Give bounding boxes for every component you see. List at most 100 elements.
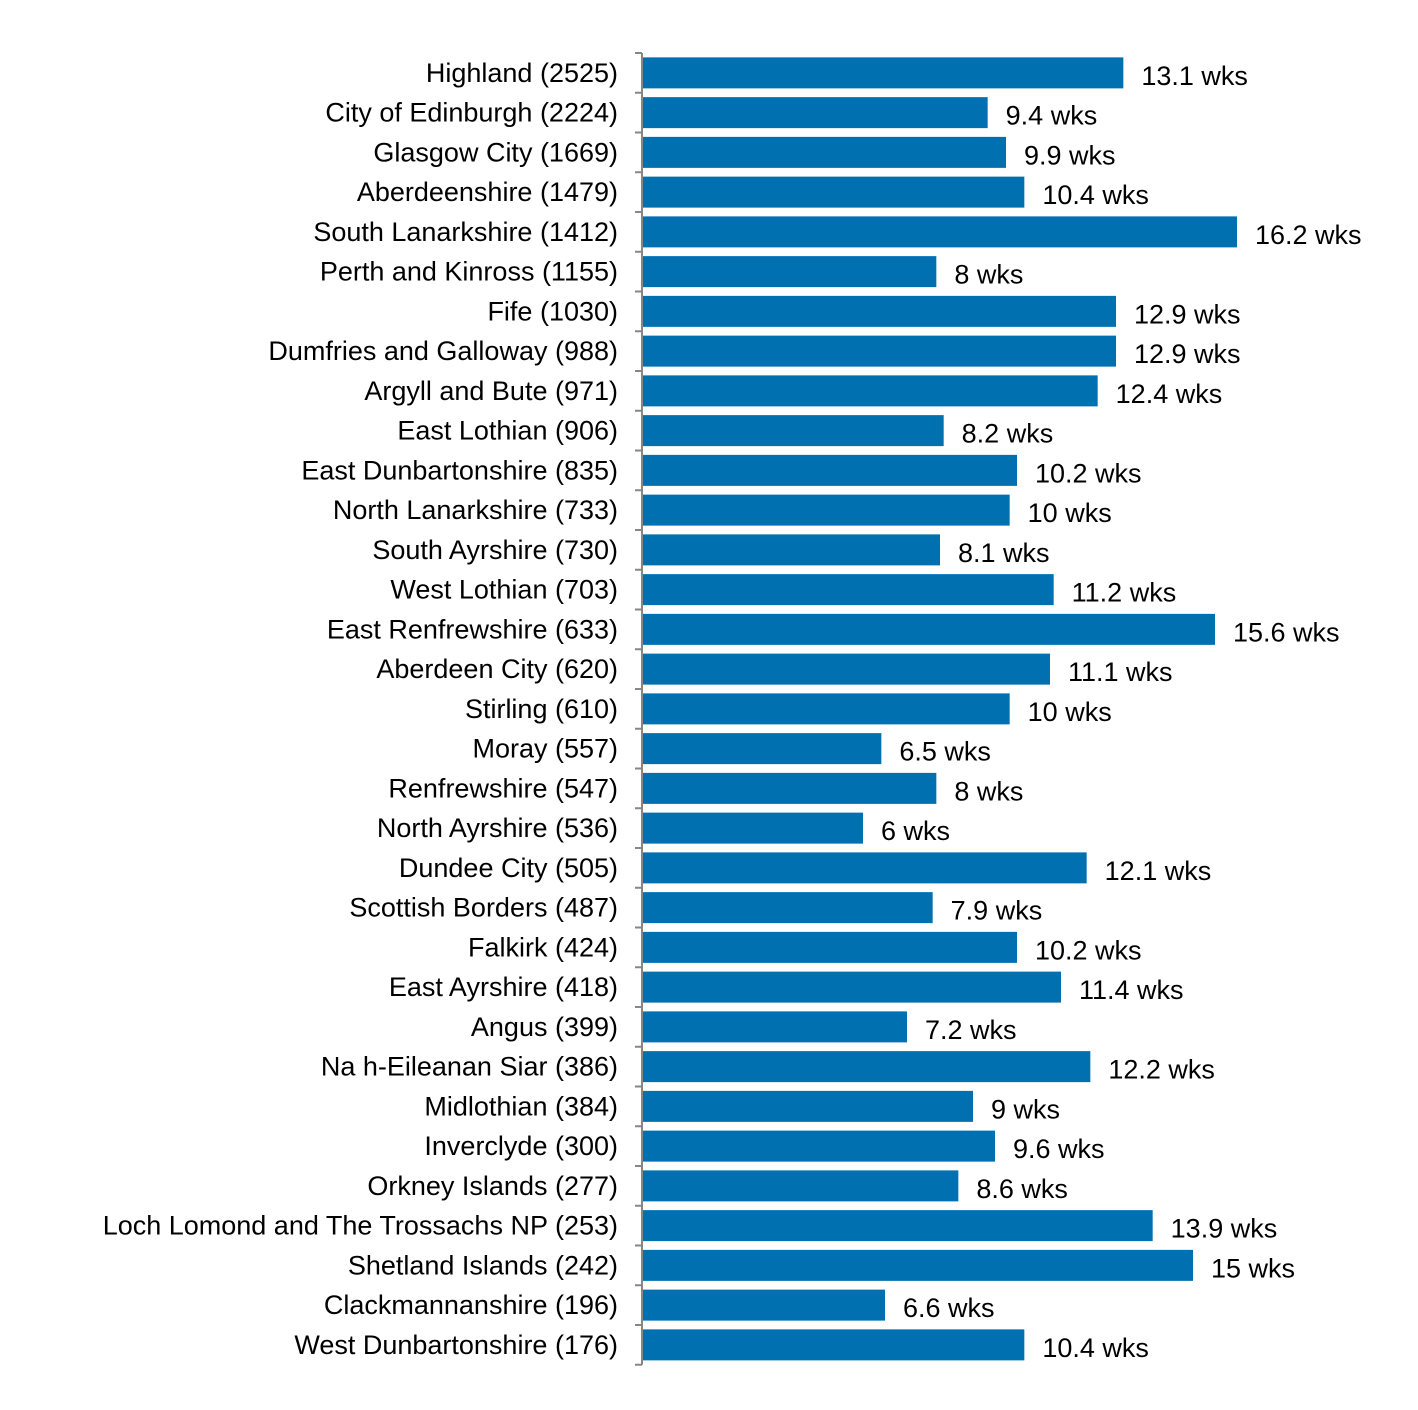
category-label: Na h-Eileanan Siar (386) <box>321 1052 618 1082</box>
category-label: Aberdeen City (620) <box>376 654 618 684</box>
data-label: 10 wks <box>1028 498 1112 528</box>
data-label: 12.9 wks <box>1134 299 1241 329</box>
bar <box>643 216 1237 248</box>
category-label: Glasgow City (1669) <box>373 137 618 167</box>
data-label: 8 wks <box>954 776 1023 806</box>
data-label: 12.2 wks <box>1108 1055 1215 1085</box>
data-label: 11.2 wks <box>1072 578 1177 608</box>
category-label: Angus (399) <box>471 1012 618 1042</box>
category-label: Highland (2525) <box>426 58 618 88</box>
bar <box>643 454 1017 486</box>
bar <box>643 772 937 804</box>
bar <box>643 534 940 566</box>
category-label: Perth and Kinross (1155) <box>320 257 618 287</box>
bar <box>643 613 1215 645</box>
bar <box>643 733 882 765</box>
bar <box>643 693 1010 725</box>
bar <box>643 57 1124 89</box>
data-label: 10 wks <box>1028 697 1112 727</box>
bar <box>643 1249 1193 1281</box>
category-label: Dundee City (505) <box>399 853 618 883</box>
category-label: North Ayrshire (536) <box>377 813 618 843</box>
category-label: Dumfries and Galloway (988) <box>268 336 618 366</box>
data-label: 8.6 wks <box>976 1174 1068 1204</box>
data-label: 7.9 wks <box>951 896 1043 926</box>
data-label: 12.4 wks <box>1116 379 1223 409</box>
bar <box>643 295 1116 327</box>
category-label: Stirling (610) <box>465 694 618 724</box>
bar <box>643 1051 1091 1083</box>
category-label: South Ayrshire (730) <box>372 535 618 565</box>
data-label: 10.4 wks <box>1042 180 1149 210</box>
data-label: 10.2 wks <box>1035 458 1142 488</box>
value-labels: 13.1 wks 9.4 wks 9.9 wks 10.4 wks 16.2 wks 8 … <box>881 61 1362 1363</box>
category-label: City of Edinburgh (2224) <box>325 98 618 128</box>
category-label: West Dunbartonshire (176) <box>294 1330 618 1360</box>
data-label: 8.1 wks <box>958 538 1050 568</box>
bar <box>643 931 1017 963</box>
data-label: 11.1 wks <box>1068 657 1173 687</box>
category-label: Scottish Borders (487) <box>349 893 618 923</box>
bar <box>643 1130 995 1162</box>
category-label: East Lothian (906) <box>397 416 618 446</box>
bar <box>643 494 1010 526</box>
category-axis <box>635 52 643 1366</box>
data-label: 8 wks <box>954 260 1023 290</box>
category-label: Aberdeenshire (1479) <box>357 177 618 207</box>
data-label: 11.4 wks <box>1079 975 1184 1005</box>
bar <box>643 1011 907 1043</box>
bars-layer <box>643 57 1237 1361</box>
bar <box>643 176 1025 208</box>
data-label: 13.9 wks <box>1171 1214 1278 1244</box>
category-label: East Ayrshire (418) <box>389 972 618 1002</box>
data-label: 9 wks <box>991 1094 1060 1124</box>
bar <box>643 1289 885 1321</box>
category-label: Midlothian (384) <box>424 1091 618 1121</box>
bar <box>643 1329 1025 1361</box>
category-label: Fife (1030) <box>487 296 618 326</box>
bar <box>643 415 944 447</box>
category-label: East Renfrewshire (633) <box>327 614 618 644</box>
data-label: 6.5 wks <box>899 737 991 767</box>
bar <box>643 653 1050 685</box>
category-label: Loch Lomond and The Trossachs NP (253) <box>103 1211 618 1241</box>
data-label: 9.6 wks <box>1013 1134 1105 1164</box>
category-label: Falkirk (424) <box>468 932 618 962</box>
bar <box>643 574 1054 606</box>
category-label: South Lanarkshire (1412) <box>313 217 618 247</box>
bar <box>643 97 988 129</box>
bar <box>643 136 1006 168</box>
data-label: 9.9 wks <box>1024 140 1116 170</box>
data-label: 12.9 wks <box>1134 339 1241 369</box>
data-label: 10.2 wks <box>1035 935 1142 965</box>
data-label: 13.1 wks <box>1141 61 1248 91</box>
data-label: 16.2 wks <box>1255 220 1362 250</box>
bar <box>643 1170 959 1202</box>
category-label: Clackmannanshire (196) <box>324 1290 618 1320</box>
bar <box>643 812 863 844</box>
bar <box>643 1210 1153 1242</box>
bar <box>643 892 933 924</box>
data-label: 15 wks <box>1211 1253 1295 1283</box>
category-label: East Dunbartonshire (835) <box>301 455 618 485</box>
category-label: Argyll and Bute (971) <box>364 376 618 406</box>
data-label: 6 wks <box>881 816 950 846</box>
category-label: Shetland Islands (242) <box>348 1250 618 1280</box>
bar <box>643 971 1061 1003</box>
category-labels: Highland (2525) City of Edinburgh (2224) G… <box>103 58 618 1360</box>
bar <box>643 852 1087 884</box>
category-label: Orkney Islands (277) <box>367 1171 618 1201</box>
bar <box>643 1090 973 1122</box>
bar <box>643 375 1098 407</box>
data-label: 12.1 wks <box>1105 856 1212 886</box>
category-label: West Lothian (703) <box>390 575 618 605</box>
data-label: 10.4 wks <box>1042 1333 1149 1363</box>
category-label: Inverclyde (300) <box>424 1131 618 1161</box>
category-label: North Lanarkshire (733) <box>333 495 618 525</box>
category-label: Renfrewshire (547) <box>388 773 618 803</box>
category-label: Moray (557) <box>472 734 618 764</box>
data-label: 8.2 wks <box>962 419 1054 449</box>
data-label: 6.6 wks <box>903 1293 995 1323</box>
